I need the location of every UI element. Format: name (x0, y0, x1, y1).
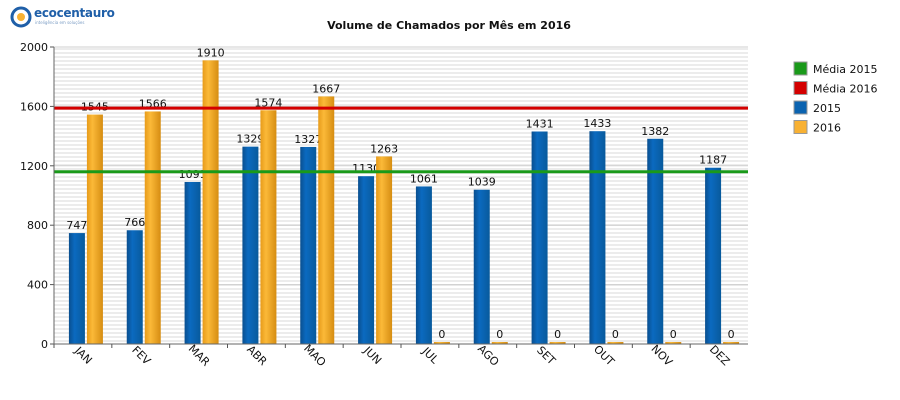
bar-2016 (665, 342, 682, 344)
x-tick-label: JAN (71, 344, 94, 367)
data-label: 0 (554, 328, 561, 341)
legend-label: 2016 (813, 122, 841, 135)
x-tick-label: JUN (360, 343, 384, 367)
bar-2016 (549, 342, 566, 344)
bar-2015 (647, 138, 664, 344)
data-label: 1574 (254, 96, 282, 109)
legend-swatch (793, 81, 808, 95)
legend-swatch (793, 120, 808, 134)
data-label: 1263 (370, 142, 398, 155)
data-label: 1667 (312, 82, 340, 95)
data-label: 747 (66, 219, 87, 232)
logo-tagline: inteligência em soluções (35, 20, 85, 25)
data-label: 0 (612, 328, 619, 341)
bar-2015 (358, 176, 375, 344)
data-label: 0 (438, 328, 445, 341)
data-label: 1431 (526, 117, 554, 130)
logo-icon (10, 6, 32, 28)
x-tick-label: SET (534, 344, 558, 368)
legend-swatch (793, 61, 808, 76)
bar-2016 (144, 111, 161, 344)
x-tick-label: AGO (475, 342, 502, 369)
chart-title: Volume de Chamados por Mês em 2016 (327, 19, 571, 32)
legend-label: Média 2016 (813, 83, 878, 96)
x-tick-label: FEV (129, 344, 153, 368)
y-tick-label: 400 (27, 279, 48, 292)
bar-2016 (433, 342, 450, 344)
data-label: 0 (496, 328, 503, 341)
bar-2015 (473, 189, 490, 344)
bar-2016 (607, 342, 624, 344)
data-label: 1382 (641, 125, 669, 138)
plot-area (54, 47, 748, 344)
x-tick-label: MAO (301, 342, 328, 369)
data-label: 1039 (468, 176, 496, 189)
data-label: 1910 (197, 46, 225, 59)
legend-label: Média 2015 (813, 63, 878, 76)
data-label: 1433 (583, 117, 611, 130)
y-tick-label: 0 (41, 338, 48, 351)
bar-2015 (242, 146, 259, 344)
data-label: 1091 (179, 168, 207, 181)
bar-2015 (705, 167, 722, 344)
data-label: 1061 (410, 172, 438, 185)
data-label: 1327 (294, 133, 322, 146)
logo-text: ecocentauro (34, 6, 115, 20)
data-label: 1329 (236, 133, 264, 146)
bar-2016 (202, 60, 219, 345)
legend-label: 2015 (813, 102, 841, 115)
x-tick-label: JUL (419, 344, 442, 367)
bar-2016 (376, 156, 393, 344)
brand-logo: ecocentauro inteligência em soluções (10, 4, 120, 30)
x-tick-label: ABR (244, 343, 270, 369)
bar-2016 (318, 96, 335, 344)
y-tick-label: 2000 (20, 41, 48, 54)
bar-2015 (589, 131, 606, 344)
bar-2016 (260, 110, 277, 344)
legend-swatch (793, 100, 808, 115)
y-tick-label: 800 (27, 219, 48, 232)
x-tick-label: MAR (186, 342, 213, 369)
bar-2015 (415, 186, 432, 344)
y-tick-label: 1200 (20, 160, 48, 173)
data-label: 1130 (352, 162, 380, 175)
bar-2016 (86, 114, 103, 344)
y-tick-label: 1600 (20, 100, 48, 113)
bar-2016 (491, 342, 508, 344)
data-label: 766 (124, 216, 145, 229)
bar-2016 (723, 342, 740, 344)
x-tick-label: DEZ (707, 343, 733, 369)
bar-2015 (68, 233, 85, 344)
bar-2015 (126, 230, 143, 344)
bar-2015 (300, 146, 317, 344)
bar-2015 (184, 181, 201, 344)
bar-2015 (531, 131, 548, 344)
data-label: 0 (670, 328, 677, 341)
data-label: 0 (728, 328, 735, 341)
data-label: 1187 (699, 154, 727, 167)
x-tick-label: NOV (649, 342, 676, 369)
x-tick-label: OUT (591, 343, 617, 369)
